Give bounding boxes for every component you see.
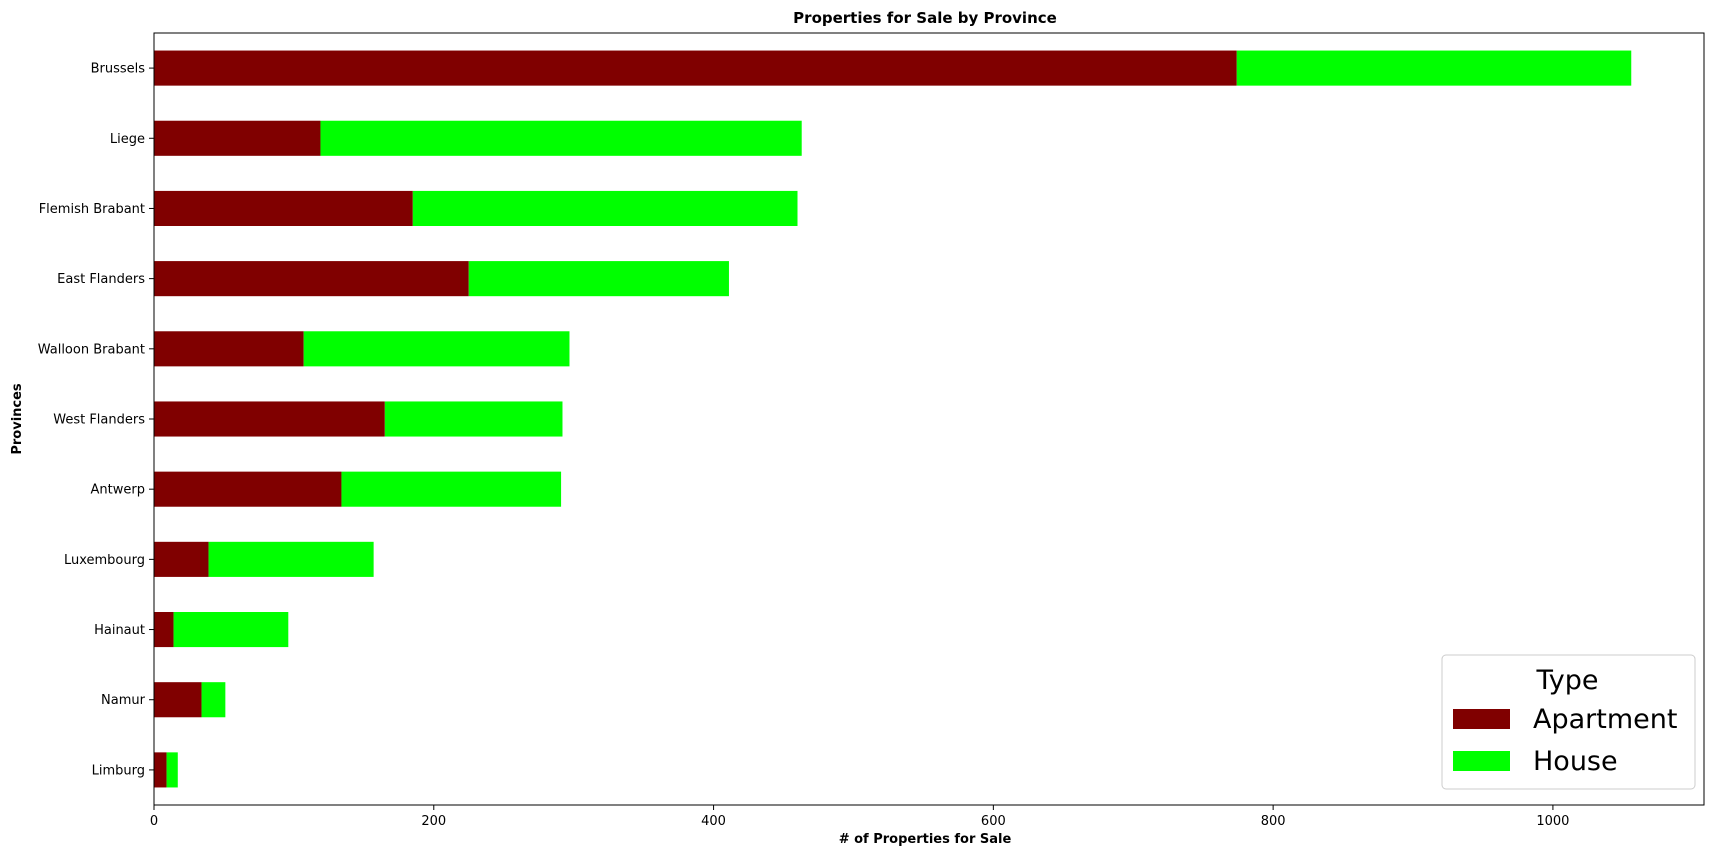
y-tick-label: West Flanders (53, 413, 145, 428)
bar-apartment-flemish-brabant (154, 190, 413, 226)
x-tick-label: 800 (1261, 814, 1286, 829)
bar-house-limburg (166, 752, 178, 788)
legend-swatch-apartment (1453, 709, 1510, 729)
y-axis-label: Provinces (10, 383, 25, 455)
legend-label-house: House (1533, 746, 1618, 777)
x-tick-label: 200 (421, 814, 446, 829)
y-tick-label: Walloon Brabant (38, 342, 145, 357)
y-tick-label: Brussels (91, 62, 146, 77)
bar-house-luxembourg (208, 541, 374, 577)
bar-house-west-flanders (384, 401, 563, 437)
bar-apartment-west-flanders (154, 401, 385, 437)
bar-apartment-antwerp (154, 471, 342, 507)
bar-apartment-luxembourg (154, 541, 209, 577)
bar-house-brussels (1236, 50, 1632, 86)
bar-apartment-brussels (154, 50, 1237, 86)
bar-apartment-hainaut (154, 612, 174, 648)
bar-apartment-walloon-brabant (154, 331, 304, 367)
bar-house-hainaut (173, 612, 289, 648)
y-tick-label: Flemish Brabant (39, 202, 145, 217)
bar-house-antwerp (341, 471, 562, 507)
legend-swatch-house (1453, 751, 1510, 771)
y-tick-label: Hainaut (94, 623, 145, 638)
bar-house-liege (320, 120, 802, 156)
x-tick-label: 1000 (1536, 814, 1569, 829)
legend-label-apartment: Apartment (1533, 704, 1677, 735)
bar-apartment-liege (154, 120, 321, 156)
y-tick-label: East Flanders (57, 272, 145, 287)
y-ticks: Brussels Liege Flemish Brabant East Flander… (38, 62, 154, 778)
x-tick-label: 0 (150, 814, 158, 829)
x-axis-label: # of Properties for Sale (839, 832, 1012, 847)
x-tick-label: 400 (701, 814, 726, 829)
y-tick-label: Antwerp (91, 483, 145, 498)
bar-house-namur (201, 682, 226, 718)
bar-house-flemish-brabant (412, 190, 798, 226)
bar-apartment-east-flanders (154, 261, 469, 297)
y-tick-label: Luxembourg (64, 553, 145, 568)
bar-house-walloon-brabant (303, 331, 570, 367)
legend: Type Apartment House (1441, 654, 1696, 790)
y-tick-label: Liege (110, 132, 145, 147)
y-tick-label: Limburg (92, 763, 145, 778)
bar-apartment-namur (154, 682, 202, 718)
bars-layer (154, 50, 1632, 788)
y-tick-label: Namur (101, 693, 146, 708)
x-tick-label: 600 (981, 814, 1006, 829)
x-ticks: 0 200 400 600 800 1000 (150, 805, 1569, 829)
bar-apartment-limburg (154, 752, 167, 788)
legend-title: Type (1535, 665, 1598, 696)
chart-title: Properties for Sale by Province (793, 9, 1057, 27)
bar-house-east-flanders (468, 261, 729, 297)
